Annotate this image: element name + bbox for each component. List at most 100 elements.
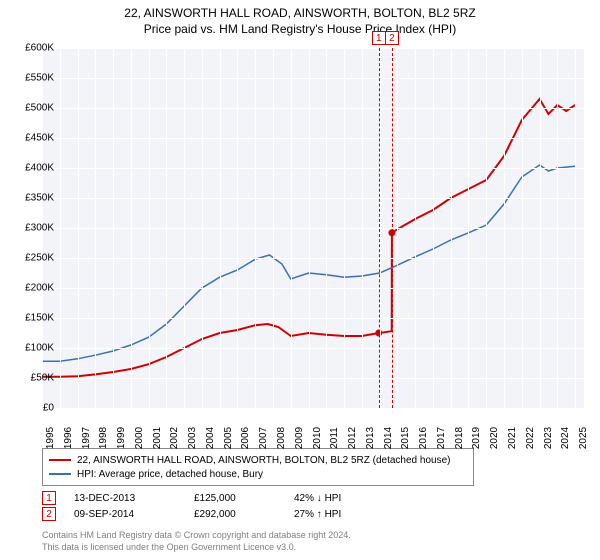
x-axis-label: 2003 (187, 427, 198, 449)
sales-pct-2: 27% ↑ HPI (294, 509, 414, 520)
legend-swatch-hpi (49, 473, 71, 475)
x-axis-label: 2000 (134, 427, 145, 449)
sales-marker-1: 1 (42, 491, 56, 505)
x-axis-label: 2016 (418, 427, 429, 449)
x-axis-label: 2018 (454, 427, 465, 449)
y-axis-label: £500K (25, 103, 54, 114)
attribution-text: Contains HM Land Registry data © Crown c… (42, 530, 351, 553)
gridline-h (42, 198, 584, 199)
gridline-v (415, 48, 416, 408)
gridline-h (42, 228, 584, 229)
y-axis-label: £150K (25, 313, 54, 324)
title-line1: 22, AINSWORTH HALL ROAD, AINSWORTH, BOLT… (0, 6, 600, 20)
y-axis-label: £600K (25, 43, 54, 54)
legend-row-hpi: HPI: Average price, detached house, Bury (49, 467, 467, 481)
sales-row-1: 1 13-DEC-2013 £125,000 42% ↓ HPI (42, 490, 414, 506)
x-axis-label: 2007 (258, 427, 269, 449)
gridline-v (184, 48, 185, 408)
y-axis-label: £550K (25, 73, 54, 84)
x-axis-label: 2017 (436, 427, 447, 449)
x-axis-label: 2001 (152, 427, 163, 449)
gridline-h (42, 78, 584, 79)
x-axis-label: 2008 (276, 427, 287, 449)
gridline-v (540, 48, 541, 408)
gridline-v (60, 48, 61, 408)
x-axis-label: 2020 (489, 427, 500, 449)
x-axis-label: 2021 (507, 427, 518, 449)
sales-date-1: 13-DEC-2013 (74, 493, 194, 504)
gridline-h (42, 258, 584, 259)
sales-marker-2: 2 (42, 507, 56, 521)
sales-pct-1: 42% ↓ HPI (294, 493, 414, 504)
attribution-line2: This data is licensed under the Open Gov… (42, 542, 351, 554)
gridline-h (42, 408, 584, 409)
legend-row-property: 22, AINSWORTH HALL ROAD, AINSWORTH, BOLT… (49, 453, 467, 467)
marker-box-2: 2 (385, 31, 399, 45)
x-axis-label: 2011 (329, 427, 340, 449)
gridline-v (220, 48, 221, 408)
gridline-v (309, 48, 310, 408)
gridline-v (575, 48, 576, 408)
y-axis-label: £250K (25, 253, 54, 264)
gridline-v (237, 48, 238, 408)
gridline-v (522, 48, 523, 408)
gridline-v (113, 48, 114, 408)
y-axis-label: £200K (25, 283, 54, 294)
chart-container: 22, AINSWORTH HALL ROAD, AINSWORTH, BOLT… (0, 0, 600, 560)
x-axis-label: 2019 (471, 427, 482, 449)
x-axis-label: 1999 (116, 427, 127, 449)
x-axis-label: 2023 (543, 427, 554, 449)
x-axis-label: 2025 (578, 427, 589, 449)
legend-box: 22, AINSWORTH HALL ROAD, AINSWORTH, BOLT… (42, 448, 474, 486)
sales-price-2: £292,000 (194, 509, 294, 520)
gridline-v (202, 48, 203, 408)
gridline-h (42, 48, 584, 49)
y-axis-label: £300K (25, 223, 54, 234)
gridline-h (42, 348, 584, 349)
gridline-v (166, 48, 167, 408)
gridline-v (468, 48, 469, 408)
sales-table: 1 13-DEC-2013 £125,000 42% ↓ HPI 2 09-SE… (42, 490, 414, 522)
x-axis-label: 2014 (383, 427, 394, 449)
gridline-h (42, 108, 584, 109)
x-axis-label: 1996 (63, 427, 74, 449)
x-axis-label: 1998 (98, 427, 109, 449)
gridline-v (486, 48, 487, 408)
y-axis-label: £0 (43, 403, 54, 414)
sales-price-1: £125,000 (194, 493, 294, 504)
gridline-v (397, 48, 398, 408)
gridline-v (149, 48, 150, 408)
gridline-h (42, 288, 584, 289)
legend-label-hpi: HPI: Average price, detached house, Bury (77, 469, 263, 480)
title-block: 22, AINSWORTH HALL ROAD, AINSWORTH, BOLT… (0, 0, 600, 36)
gridline-v (78, 48, 79, 408)
x-axis-label: 2006 (240, 427, 251, 449)
gridline-v (557, 48, 558, 408)
y-axis-label: £100K (25, 343, 54, 354)
x-axis-label: 2013 (365, 427, 376, 449)
x-axis-label: 2024 (560, 427, 571, 449)
x-axis-label: 2002 (169, 427, 180, 449)
marker-box-1: 1 (372, 31, 386, 45)
gridline-v (451, 48, 452, 408)
x-axis-label: 2022 (525, 427, 536, 449)
gridline-h (42, 168, 584, 169)
gridline-v (344, 48, 345, 408)
x-axis-label: 2015 (400, 427, 411, 449)
gridline-v (326, 48, 327, 408)
legend-label-property: 22, AINSWORTH HALL ROAD, AINSWORTH, BOLT… (77, 455, 450, 466)
x-axis-label: 2004 (205, 427, 216, 449)
gridline-v (380, 48, 381, 408)
gridline-v (433, 48, 434, 408)
gridline-v (131, 48, 132, 408)
legend-swatch-property (49, 459, 71, 461)
x-axis-label: 2005 (223, 427, 234, 449)
x-axis-label: 2012 (347, 427, 358, 449)
gridline-h (42, 318, 584, 319)
title-line2: Price paid vs. HM Land Registry's House … (0, 22, 600, 36)
gridline-v (273, 48, 274, 408)
marker-line-2 (392, 48, 393, 408)
x-axis-label: 1997 (81, 427, 92, 449)
y-axis-label: £450K (25, 133, 54, 144)
x-axis-label: 2010 (312, 427, 323, 449)
